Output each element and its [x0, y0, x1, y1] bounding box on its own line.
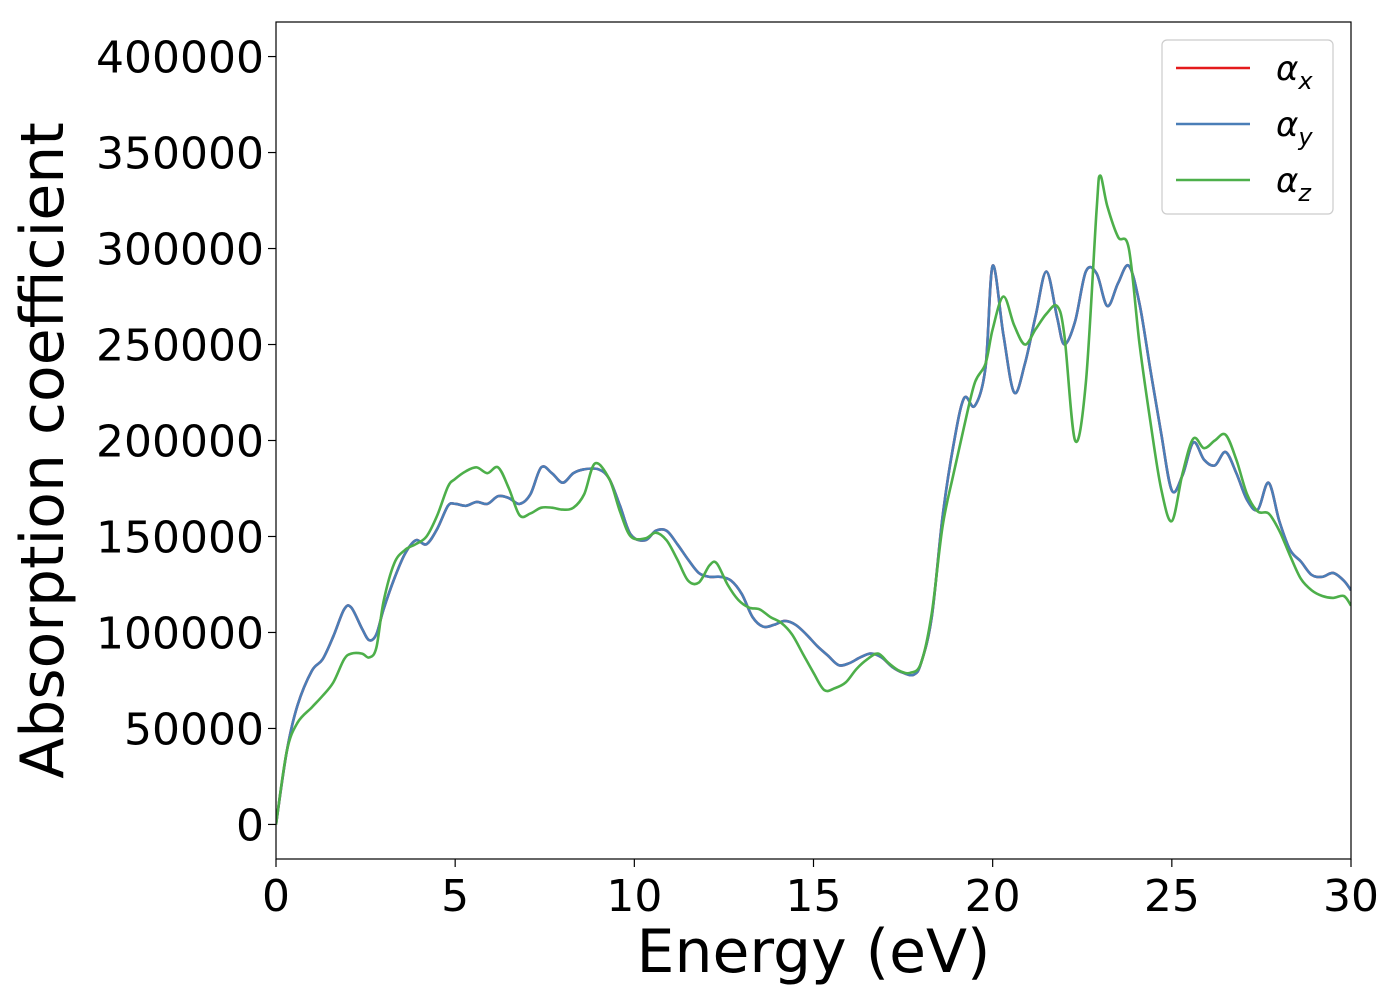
- series-line-y: [276, 263, 1351, 825]
- y-tick-label: 300000: [96, 225, 264, 276]
- y-tick-label: 250000: [96, 321, 264, 372]
- x-tick-label: 15: [786, 871, 842, 922]
- series-layer: [276, 174, 1351, 825]
- y-tick-label: 50000: [124, 704, 264, 755]
- y-tick-label: 150000: [96, 512, 264, 563]
- legend-item-z: αz: [1176, 161, 1312, 207]
- series-line-z: [276, 174, 1351, 825]
- x-axis: 0 5 10 15 20 25 30: [262, 859, 1379, 922]
- y-tick-label: 350000: [96, 129, 264, 180]
- y-tick-label: 400000: [96, 33, 264, 84]
- legend: αx αy αz: [1161, 39, 1334, 215]
- x-tick-label: 10: [606, 871, 662, 922]
- x-tick-label: 5: [441, 871, 469, 922]
- x-tick-label: 30: [1323, 871, 1379, 922]
- legend-label: αy: [1276, 105, 1313, 151]
- y-axis-title: Absorption coefficient: [8, 122, 78, 779]
- y-tick-label: 0: [236, 800, 264, 851]
- legend-item-x: αx: [1176, 49, 1313, 95]
- legend-label: αz: [1276, 161, 1312, 207]
- legend-item-y: αy: [1176, 105, 1313, 151]
- y-tick-label: 100000: [96, 608, 264, 659]
- x-tick-label: 20: [965, 871, 1021, 922]
- legend-label: αx: [1276, 49, 1313, 95]
- y-axis: 0 50000 100000 150000 200000 250000 300000 3500…: [96, 33, 276, 851]
- x-tick-label: 25: [1144, 871, 1200, 922]
- x-tick-label: 0: [262, 871, 290, 922]
- x-axis-title: Energy (eV): [637, 917, 991, 987]
- legend-box: [1161, 39, 1334, 215]
- y-tick-label: 200000: [96, 417, 264, 468]
